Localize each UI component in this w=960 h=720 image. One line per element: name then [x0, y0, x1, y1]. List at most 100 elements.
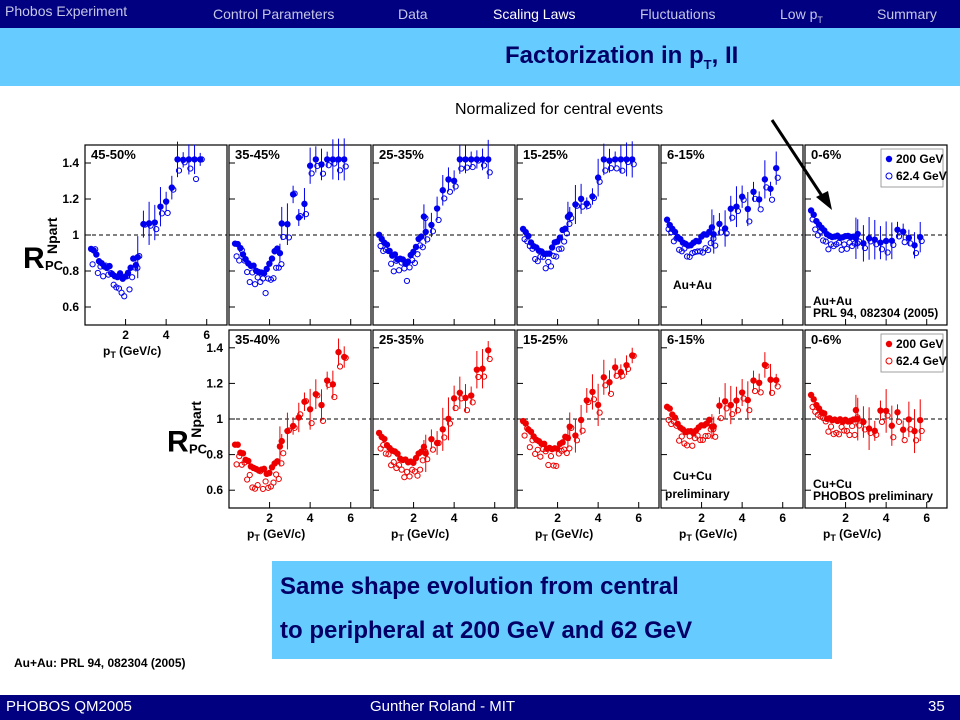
data-point-200gev: [439, 426, 446, 433]
data-point-62gev: [607, 390, 615, 397]
data-point-200gev: [566, 423, 573, 430]
data-point-200gev: [439, 187, 446, 194]
x-axis-title-main: p: [247, 527, 254, 541]
panel-1-0: 35-40% 2 4 6 pT (GeV/c): [228, 329, 372, 543]
x-tick-label: 6: [923, 511, 930, 525]
data-point-62gev: [164, 209, 171, 217]
data-point-200gev: [710, 423, 717, 430]
data-point-62gev: [884, 249, 891, 256]
nav-low-pt[interactable]: Low pT: [780, 6, 823, 25]
data-point-62gev: [757, 206, 764, 213]
data-point-62gev: [147, 222, 154, 229]
y-axis-title-main: R: [23, 242, 45, 275]
data-point-200gev: [600, 374, 608, 381]
x-axis-title-sub: T: [542, 533, 548, 543]
panel-1-1: 25-35% 2 4 6 pT (GeV/c): [372, 329, 516, 543]
data-point-200gev: [197, 156, 204, 163]
data-point-62gev: [398, 466, 405, 473]
data-point-62gev: [729, 214, 736, 221]
data-point-200gev: [721, 225, 729, 232]
data-point-62gev: [827, 423, 835, 430]
data-point-62gev: [689, 442, 696, 449]
reference-label: PHOBOS preliminary: [813, 489, 933, 503]
data-point-200gev: [566, 211, 573, 218]
y-tick-label: 1: [72, 228, 79, 242]
data-point-62gev: [414, 251, 421, 258]
data-point-62gev: [705, 432, 712, 439]
data-point-62gev: [563, 449, 570, 457]
x-axis-title-unit: (GeV/c): [548, 527, 593, 541]
data-point-62gev: [558, 245, 565, 252]
data-point-200gev: [899, 426, 907, 433]
nav-scaling-laws[interactable]: Scaling Laws: [493, 6, 576, 22]
data-point-200gev: [422, 228, 429, 236]
x-axis-title-main: p: [103, 344, 110, 358]
data-point-62gev: [314, 392, 321, 399]
data-point-200gev: [422, 450, 429, 457]
x-tick-label: 2: [698, 511, 705, 525]
data-point-200gev: [329, 381, 337, 388]
data-point-62gev: [699, 249, 706, 256]
data-point-62gev: [550, 252, 557, 260]
data-point-200gev: [162, 198, 170, 205]
y-tick-label: 0.6: [206, 483, 223, 497]
data-point-62gev: [246, 278, 253, 286]
data-point-200gev: [335, 156, 342, 163]
data-point-200gev: [600, 156, 608, 163]
data-point-200gev: [821, 410, 828, 417]
data-point-200gev: [899, 228, 907, 235]
nav-summary[interactable]: Summary: [877, 6, 937, 22]
data-point-200gev: [671, 228, 679, 236]
data-point-200gev: [773, 376, 780, 384]
data-point-62gev: [763, 362, 770, 370]
data-point-62gev: [480, 373, 488, 380]
data-point-200gev: [479, 156, 486, 163]
data-point-62gev: [480, 162, 488, 169]
data-point-200gev: [268, 255, 276, 262]
data-point-200gev: [467, 156, 475, 163]
data-point-62gev: [895, 233, 903, 240]
data-point-62gev: [452, 404, 459, 412]
data-point-200gev: [727, 401, 734, 409]
data-point-200gev: [810, 396, 817, 403]
nav-fluctuations[interactable]: Fluctuations: [640, 6, 716, 22]
data-point-200gev: [462, 156, 469, 163]
legend-box: [880, 333, 944, 373]
x-tick-label: 4: [739, 511, 746, 525]
data-point-62gev: [319, 417, 327, 424]
summary-line-1: Same shape evolution from central: [280, 573, 679, 600]
slide-title-subscript: T: [703, 56, 712, 72]
data-point-62gev: [521, 432, 528, 439]
data-point-62gev: [297, 213, 304, 220]
data-point-62gev: [534, 258, 541, 265]
data-point-200gev: [750, 188, 757, 196]
data-point-62gev: [825, 246, 832, 253]
nav-control-parameters[interactable]: Control Parameters: [213, 6, 335, 22]
data-point-62gev: [270, 479, 277, 486]
centrality-label: 6-15%: [667, 147, 705, 162]
data-point-200gev: [663, 216, 671, 223]
centrality-label: 45-50%: [91, 147, 136, 162]
data-point-62gev: [129, 274, 136, 281]
data-point-62gev: [336, 363, 344, 370]
data-point-62gev: [585, 202, 592, 209]
data-point-200gev: [278, 437, 285, 445]
data-point-200gev: [606, 379, 613, 386]
page-number: 35: [928, 698, 945, 715]
data-point-62gev: [774, 174, 781, 181]
data-point-62gev: [411, 259, 418, 267]
centrality-label: 6-15%: [667, 332, 705, 347]
data-point-200gev: [467, 392, 475, 399]
data-point-62gev: [895, 418, 903, 425]
data-point-62gev: [890, 241, 897, 248]
data-point-62gev: [181, 159, 188, 166]
data-point-62gev: [542, 265, 549, 272]
nav-data[interactable]: Data: [398, 6, 428, 22]
data-point-62gev: [382, 450, 389, 457]
system-label: Cu+Cu: [813, 477, 852, 491]
centrality-label: 35-40%: [235, 332, 280, 347]
data-point-62gev: [273, 264, 280, 271]
footer-conference: PHOBOS QM2005: [6, 698, 132, 715]
system-label: Au+Au: [813, 294, 852, 308]
